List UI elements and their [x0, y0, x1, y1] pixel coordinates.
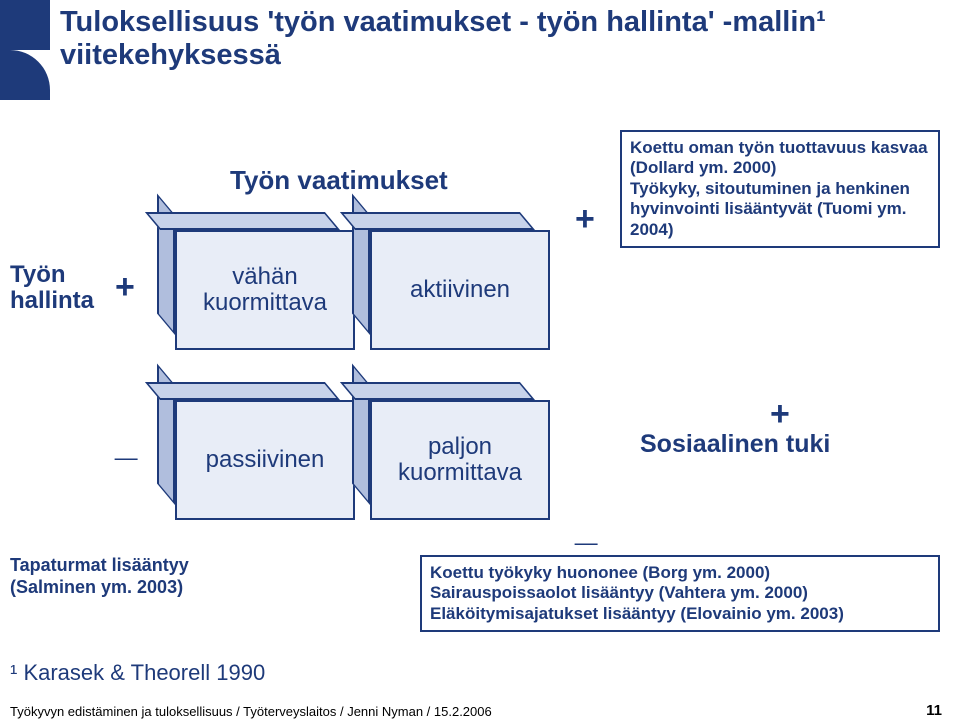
note-bottom-right: Koettu työkyky huononee (Borg ym. 2000) …	[420, 555, 940, 632]
quadrant-top-right: aktiivinen	[370, 230, 550, 350]
quadrant-top-left-label: vähän kuormittava	[175, 230, 355, 350]
note-bottom-left: Tapaturmat lisääntyy (Salminen ym. 2003)	[10, 555, 270, 598]
y-plus: +	[115, 268, 135, 307]
bottom-minus: _	[575, 505, 597, 550]
social-support-label: Sosiaalinen tuki	[640, 430, 830, 459]
quadrant-bottom-left: passiivinen	[175, 400, 355, 520]
y-minus: _	[115, 420, 137, 465]
quadrant-bottom-right-label: paljon kuormittava	[370, 400, 550, 520]
footer-text: Työkyvyn edistäminen ja tuloksellisuus /…	[10, 704, 492, 719]
x-plus: +	[575, 200, 595, 239]
quadrant-top-left: vähän kuormittava	[175, 230, 355, 350]
quadrant-top-right-label: aktiivinen	[370, 230, 550, 350]
bottom-plus: +	[770, 395, 790, 434]
quadrant-bottom-right: paljon kuormittava	[370, 400, 550, 520]
page-number: 11	[926, 702, 942, 719]
y-axis-label: Työn hallinta	[10, 262, 94, 315]
title-area: Tuloksellisuus 'työn vaatimukset - työn …	[0, 0, 960, 79]
quadrant-bottom-left-label: passiivinen	[175, 400, 355, 520]
page-title: Tuloksellisuus 'työn vaatimukset - työn …	[60, 6, 940, 73]
slide: Tuloksellisuus 'työn vaatimukset - työn …	[0, 0, 960, 723]
reference: ¹ Karasek & Theorell 1990	[10, 660, 265, 686]
note-top-right: Koettu oman työn tuottavuus kasvaa (Doll…	[620, 130, 940, 248]
